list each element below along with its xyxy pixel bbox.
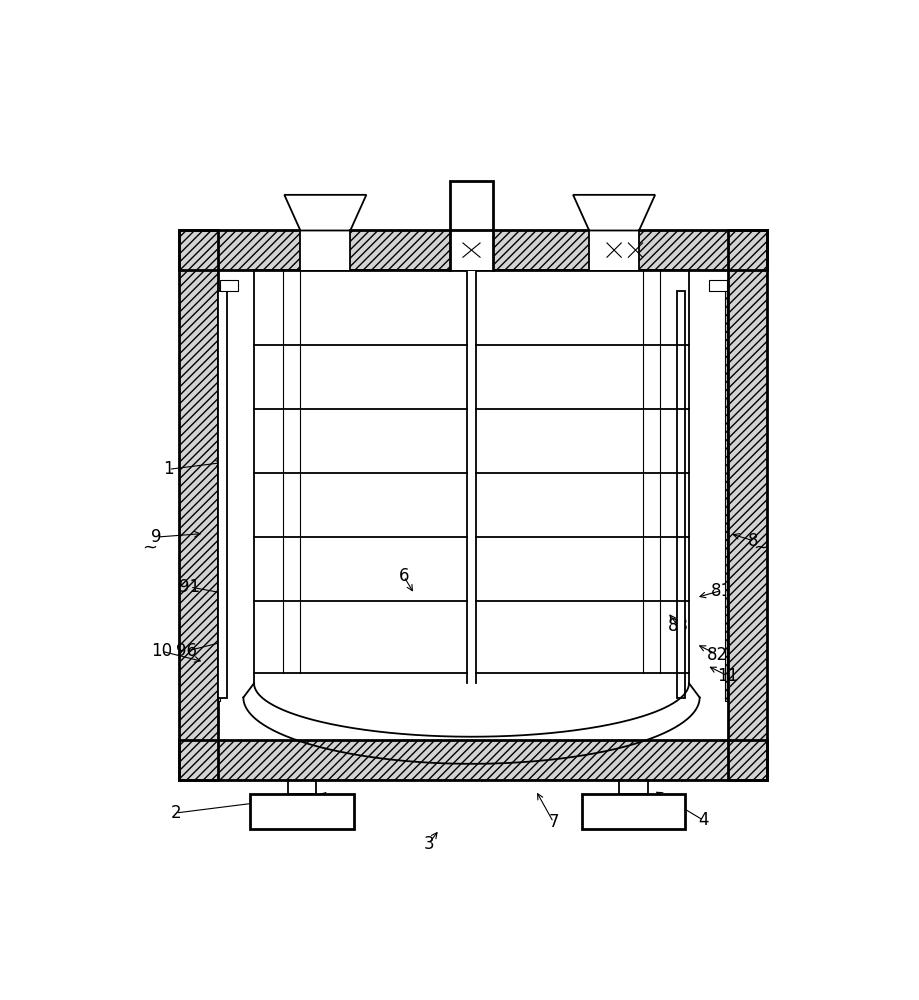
Bar	[449, 181, 493, 230]
Bar	[179, 230, 766, 270]
Text: 11: 11	[717, 667, 738, 685]
Bar	[218, 291, 227, 698]
Text: 2: 2	[170, 804, 181, 822]
Text: 8: 8	[747, 532, 757, 550]
Bar	[724, 288, 726, 701]
Text: 9: 9	[151, 528, 162, 546]
Text: 91: 91	[179, 578, 200, 596]
Bar	[728, 230, 766, 780]
Text: 96: 96	[176, 642, 197, 660]
Bar	[220, 280, 237, 291]
Bar	[179, 740, 766, 780]
Bar	[179, 230, 218, 780]
Bar	[449, 230, 493, 270]
Text: 7: 7	[548, 813, 558, 831]
Bar	[728, 230, 766, 780]
Text: 82: 82	[706, 646, 727, 664]
Bar	[588, 230, 639, 270]
Text: ~: ~	[142, 539, 156, 557]
Bar	[218, 288, 220, 701]
Bar	[179, 740, 766, 780]
Text: 83: 83	[667, 617, 688, 635]
Bar	[467, 270, 475, 683]
Polygon shape	[573, 195, 654, 230]
Text: 5: 5	[284, 813, 295, 831]
Bar	[250, 794, 354, 829]
Text: 1: 1	[163, 460, 174, 478]
Text: 10: 10	[151, 642, 172, 660]
Bar	[709, 280, 726, 291]
Text: 3: 3	[423, 835, 434, 853]
Bar	[676, 291, 685, 698]
Bar	[218, 288, 220, 701]
Text: 6: 6	[398, 567, 409, 585]
Bar	[179, 230, 218, 780]
Bar	[724, 288, 726, 701]
Bar	[582, 794, 685, 829]
Text: 4: 4	[698, 811, 708, 829]
Bar	[218, 270, 728, 740]
Text: ~: ~	[752, 539, 767, 557]
Bar	[179, 230, 766, 270]
Text: 81: 81	[709, 582, 731, 600]
Polygon shape	[284, 195, 366, 230]
Bar	[300, 230, 350, 270]
